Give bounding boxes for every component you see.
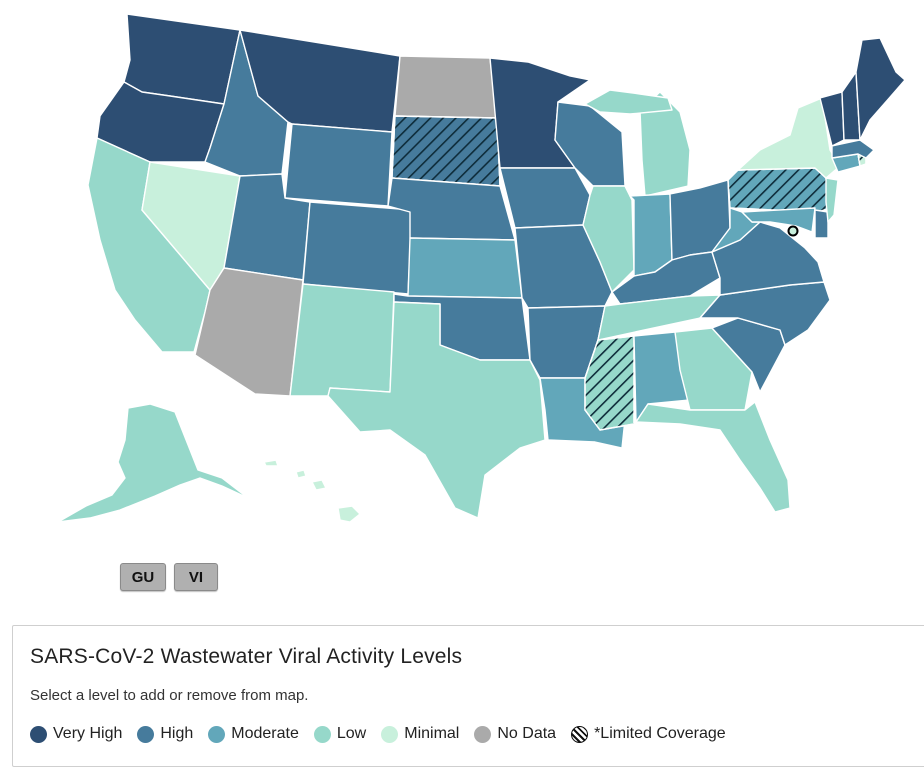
state-AL[interactable] xyxy=(633,331,691,423)
state-HI-islands[interactable] xyxy=(263,459,327,491)
legend-items: Very High High Moderate Low Minimal No D… xyxy=(30,725,741,743)
hatch-swatch-icon xyxy=(571,725,589,743)
state-MI[interactable] xyxy=(639,91,691,197)
state-FL[interactable] xyxy=(635,401,791,513)
state-CO[interactable] xyxy=(302,201,413,295)
state-NJ[interactable] xyxy=(825,177,839,223)
state-MD[interactable] xyxy=(741,207,816,233)
legend-label: High xyxy=(160,725,194,742)
state-TX[interactable] xyxy=(327,301,546,519)
legend-item-minimal[interactable]: Minimal xyxy=(381,725,459,743)
legend-label: Low xyxy=(336,725,367,742)
state-SD[interactable] xyxy=(391,115,501,187)
state-MI-up[interactable] xyxy=(584,89,673,115)
legend-label: Moderate xyxy=(231,725,299,742)
legend-item-low[interactable]: Low xyxy=(313,725,367,743)
legend-panel: SARS-CoV-2 Wastewater Viral Activity Lev… xyxy=(12,625,924,767)
state-ME[interactable] xyxy=(855,37,906,141)
territory-vi-button[interactable]: VI xyxy=(174,563,218,591)
state-AK[interactable] xyxy=(57,403,249,523)
legend-item-limited-coverage[interactable]: *Limited Coverage xyxy=(571,725,726,743)
state-WA[interactable] xyxy=(123,13,241,105)
legend-item-no-data[interactable]: No Data xyxy=(474,725,556,743)
territory-gu-button[interactable]: GU xyxy=(120,563,166,591)
legend-item-high[interactable]: High xyxy=(137,725,193,743)
legend-label: *Limited Coverage xyxy=(594,725,726,742)
low-swatch-icon xyxy=(313,725,331,743)
state-AZ[interactable] xyxy=(194,267,304,397)
state-DE[interactable] xyxy=(814,209,829,239)
moderate-swatch-icon xyxy=(208,725,226,743)
us-map xyxy=(57,13,906,523)
high-swatch-icon xyxy=(137,725,155,743)
very-high-swatch-icon xyxy=(30,725,47,743)
legend-label: Minimal xyxy=(404,725,460,742)
legend-label: Very High xyxy=(53,725,123,742)
dc-marker[interactable] xyxy=(787,225,799,237)
state-IA[interactable] xyxy=(499,167,591,229)
state-HI[interactable] xyxy=(337,505,361,523)
legend-subtitle: Select a level to add or remove from map… xyxy=(30,687,309,704)
state-ND[interactable] xyxy=(394,55,498,119)
state-PA[interactable] xyxy=(727,167,831,213)
state-WY[interactable] xyxy=(284,123,393,207)
legend-item-very-high[interactable]: Very High xyxy=(30,725,122,743)
state-KS[interactable] xyxy=(407,237,523,299)
legend-item-moderate[interactable]: Moderate xyxy=(208,725,299,743)
legend-label: No Data xyxy=(497,725,557,742)
legend-title: SARS-CoV-2 Wastewater Viral Activity Lev… xyxy=(30,645,463,668)
minimal-swatch-icon xyxy=(381,725,399,743)
state-NM[interactable] xyxy=(289,283,395,397)
no-data-swatch-icon xyxy=(474,725,492,743)
